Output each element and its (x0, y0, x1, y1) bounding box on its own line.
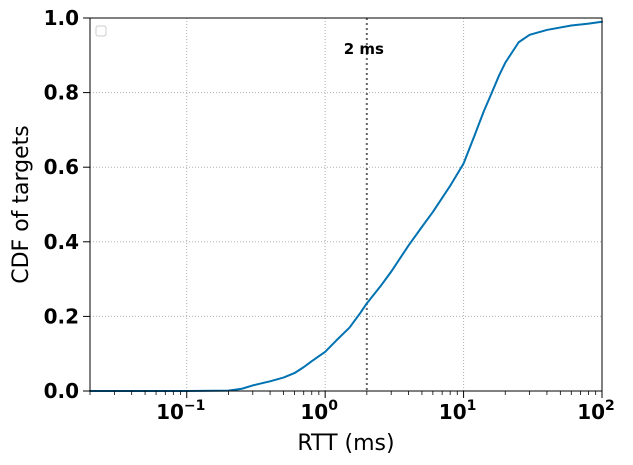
x-tick-label: 100 (300, 398, 338, 424)
y-tick-label: 0.2 (44, 304, 79, 328)
x-tick-label: 10−1 (156, 398, 205, 424)
y-tick-label: 0.4 (44, 230, 79, 254)
y-tick-label: 1.0 (44, 6, 79, 30)
x-tick-label: 102 (577, 398, 615, 424)
y-tick-label: 0.8 (44, 81, 79, 105)
x-axis-title: RTT (ms) (297, 431, 394, 456)
reference-line-label: 2 ms (344, 40, 384, 58)
x-tick-label: 101 (439, 398, 477, 424)
legend-box (95, 25, 107, 37)
plot-frame (89, 17, 603, 392)
y-tick-label: 0.6 (44, 155, 79, 179)
plot-layer: 2 ms (89, 18, 603, 392)
cdf-series-line (89, 20, 603, 392)
y-axis-title: CDF of targets (9, 125, 34, 284)
tick-layer: 10−1 100 101 102 0.0 0.2 0.4 0.6 0.8 1.0 (44, 6, 615, 424)
grid-layer (90, 17, 603, 392)
y-tick-label: 0.0 (44, 379, 79, 403)
